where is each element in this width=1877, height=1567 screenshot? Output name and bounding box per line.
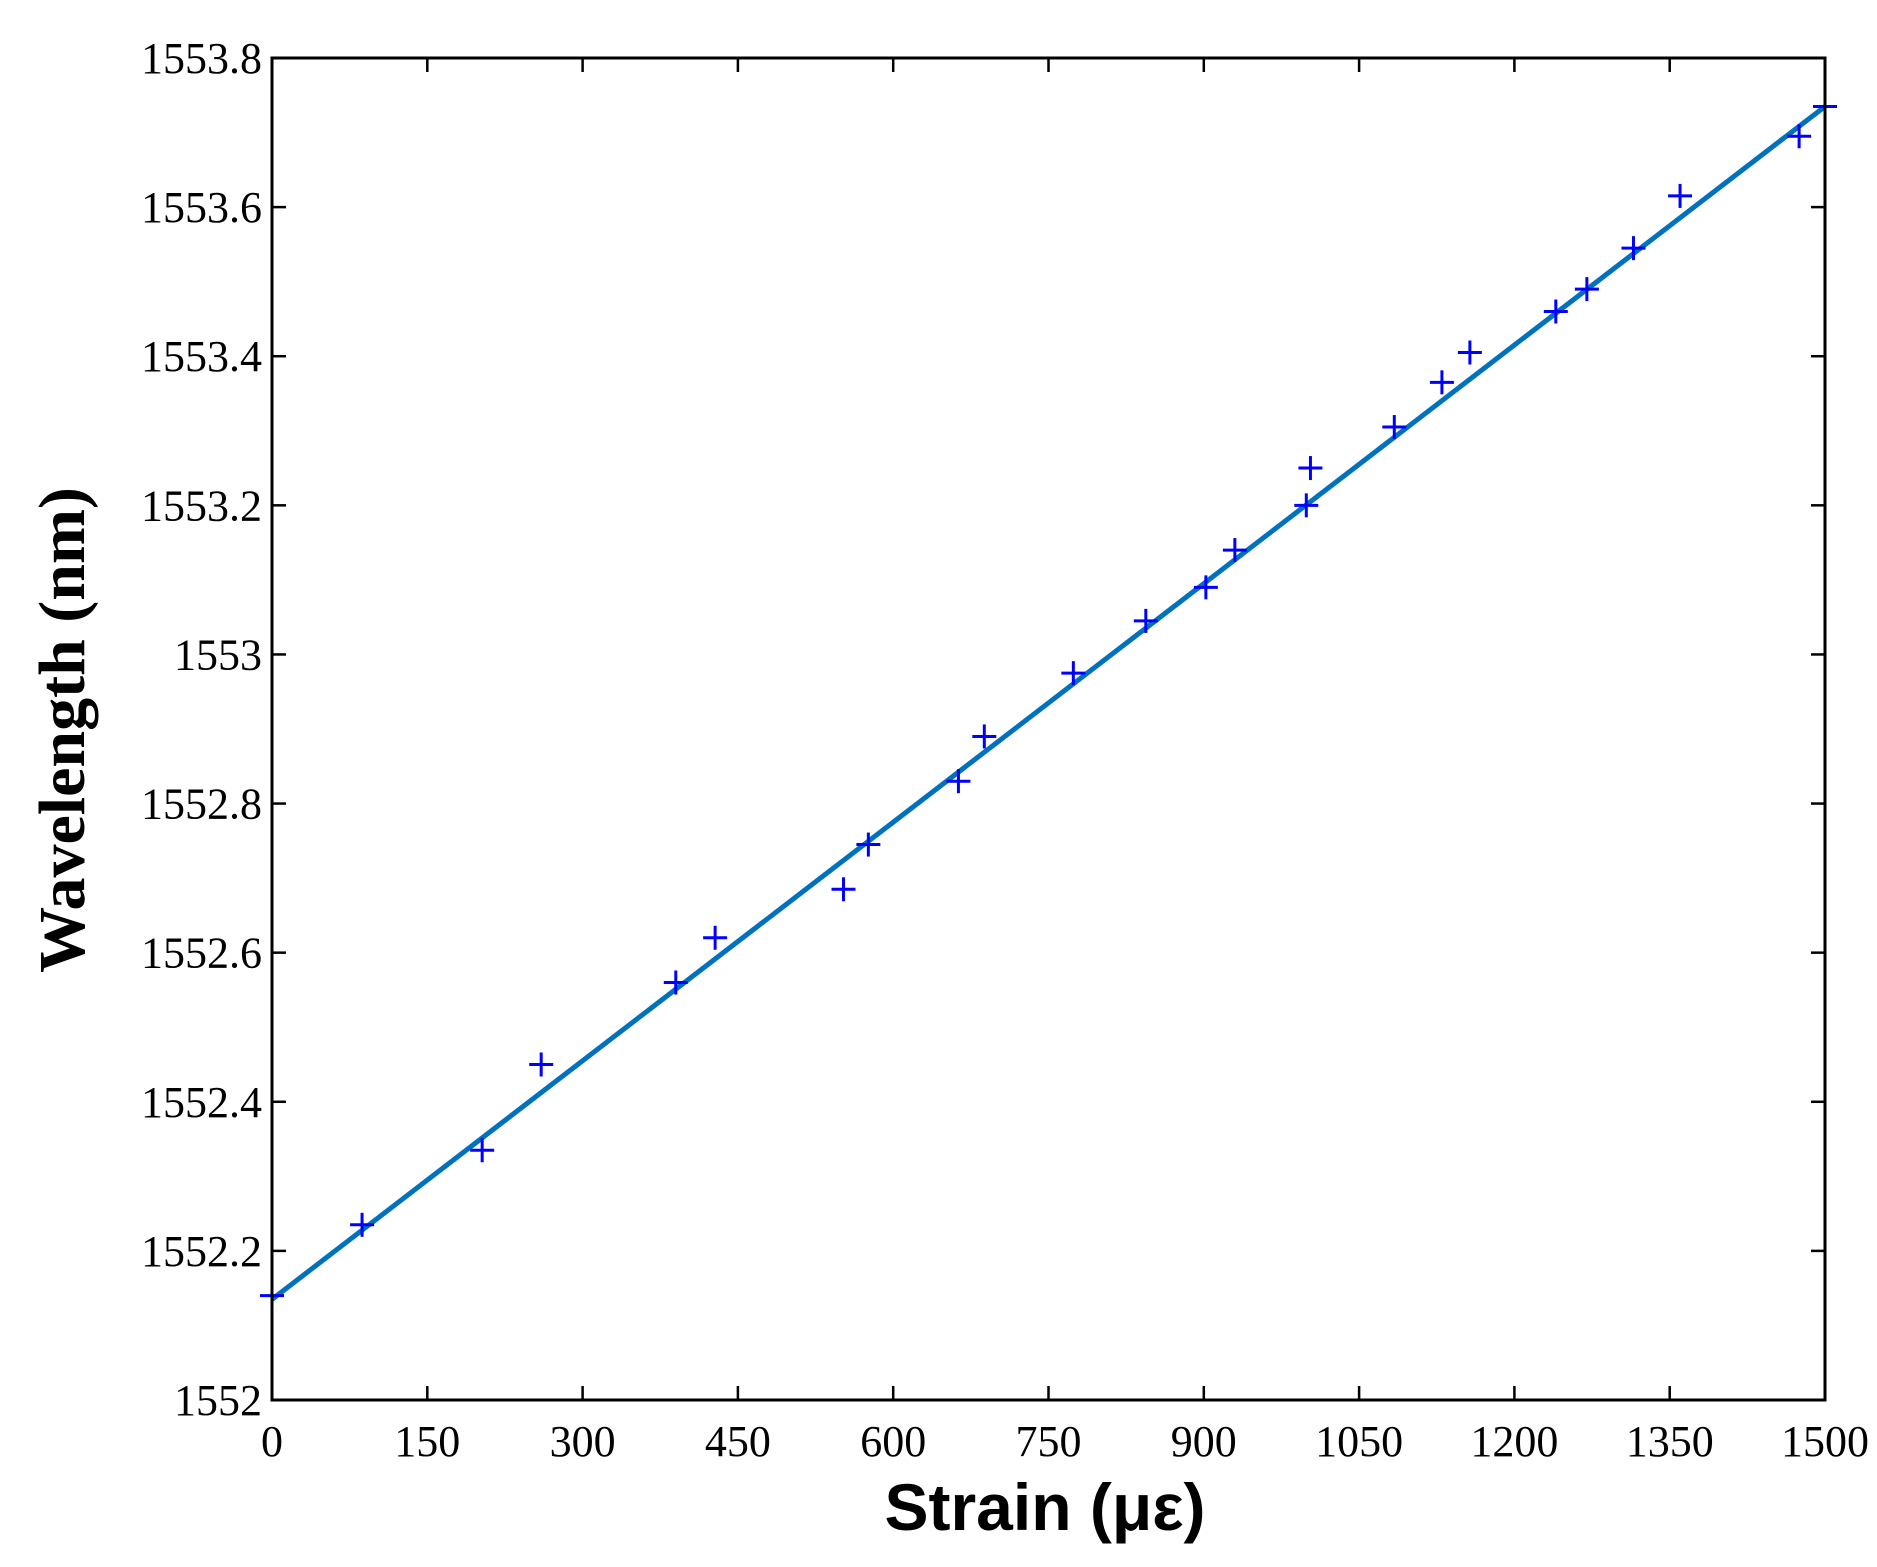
x-tick-label: 750 xyxy=(1016,1417,1082,1466)
data-point xyxy=(1668,183,1693,208)
y-tick-label: 1553.6 xyxy=(141,183,262,232)
axes: 0 150 300 450 600 750 900 1050 1200 1350 1500 1552 1… xyxy=(141,34,1869,1466)
data-point xyxy=(972,724,997,749)
plot-area xyxy=(260,94,1837,1308)
y-tick-label: 1553.8 xyxy=(141,34,262,83)
x-tick-label: 1500 xyxy=(1781,1417,1869,1466)
y-tick-label: 1553.4 xyxy=(141,332,262,381)
data-point xyxy=(350,1212,375,1237)
data-point xyxy=(529,1052,554,1077)
x-tick-label: 600 xyxy=(860,1417,926,1466)
x-tick-label: 0 xyxy=(261,1417,283,1466)
x-tick-label: 450 xyxy=(705,1417,771,1466)
y-tick-label: 1552.2 xyxy=(141,1227,262,1276)
data-point xyxy=(703,925,728,950)
data-point xyxy=(663,970,688,995)
data-point xyxy=(946,769,971,794)
data-point xyxy=(1787,124,1812,149)
x-tick-label: 1350 xyxy=(1626,1417,1714,1466)
data-point xyxy=(856,832,881,857)
data-point xyxy=(1193,575,1218,600)
data-point xyxy=(1574,277,1599,302)
x-tick-label: 900 xyxy=(1171,1417,1237,1466)
x-tick-label: 300 xyxy=(550,1417,616,1466)
y-axis-label: Wavelength (nm) xyxy=(26,487,99,973)
data-point xyxy=(1429,370,1454,395)
y-tick-label: 1553.2 xyxy=(141,481,262,530)
data-point xyxy=(1222,538,1247,563)
y-tick-label: 1552.6 xyxy=(141,929,262,978)
y-tick-label: 1552.4 xyxy=(141,1078,262,1127)
data-point xyxy=(1543,299,1568,324)
data-point xyxy=(1061,661,1086,686)
y-tick-label: 1553 xyxy=(174,630,262,679)
x-axis-label: Strain (με) xyxy=(884,1470,1205,1544)
y-tick-label: 1552 xyxy=(174,1376,262,1425)
y-tick-label: 1552.8 xyxy=(141,780,262,829)
data-point xyxy=(1294,493,1319,518)
data-point xyxy=(1457,340,1482,365)
data-point xyxy=(831,877,856,902)
x-tick-label: 1050 xyxy=(1315,1417,1403,1466)
data-point xyxy=(1621,236,1646,261)
data-point xyxy=(470,1138,495,1163)
data-point xyxy=(1133,608,1158,633)
fit-line xyxy=(270,104,1827,1302)
data-point xyxy=(1298,456,1323,481)
x-tick-label: 150 xyxy=(394,1417,460,1466)
data-point xyxy=(1382,415,1407,440)
plot-frame xyxy=(270,56,1827,1402)
x-tick-label: 1200 xyxy=(1470,1417,1558,1466)
